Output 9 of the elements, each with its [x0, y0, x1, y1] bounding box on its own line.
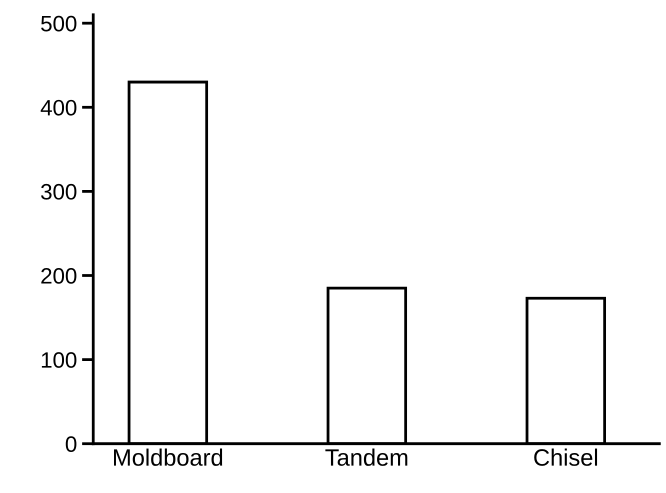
y-tick-label: 300 — [41, 184, 76, 200]
y-tick-label: 500 — [41, 16, 76, 32]
y-tick-label: 100 — [42, 352, 76, 368]
y-tick-label: 400 — [40, 100, 76, 116]
x-tick-label: Moldboard — [114, 448, 222, 466]
x-tick-label: Tandem — [325, 448, 408, 466]
y-tick-label: 0 — [66, 436, 76, 452]
y-tick-label: 200 — [41, 268, 76, 284]
x-tick-label: Chisel — [534, 448, 598, 466]
